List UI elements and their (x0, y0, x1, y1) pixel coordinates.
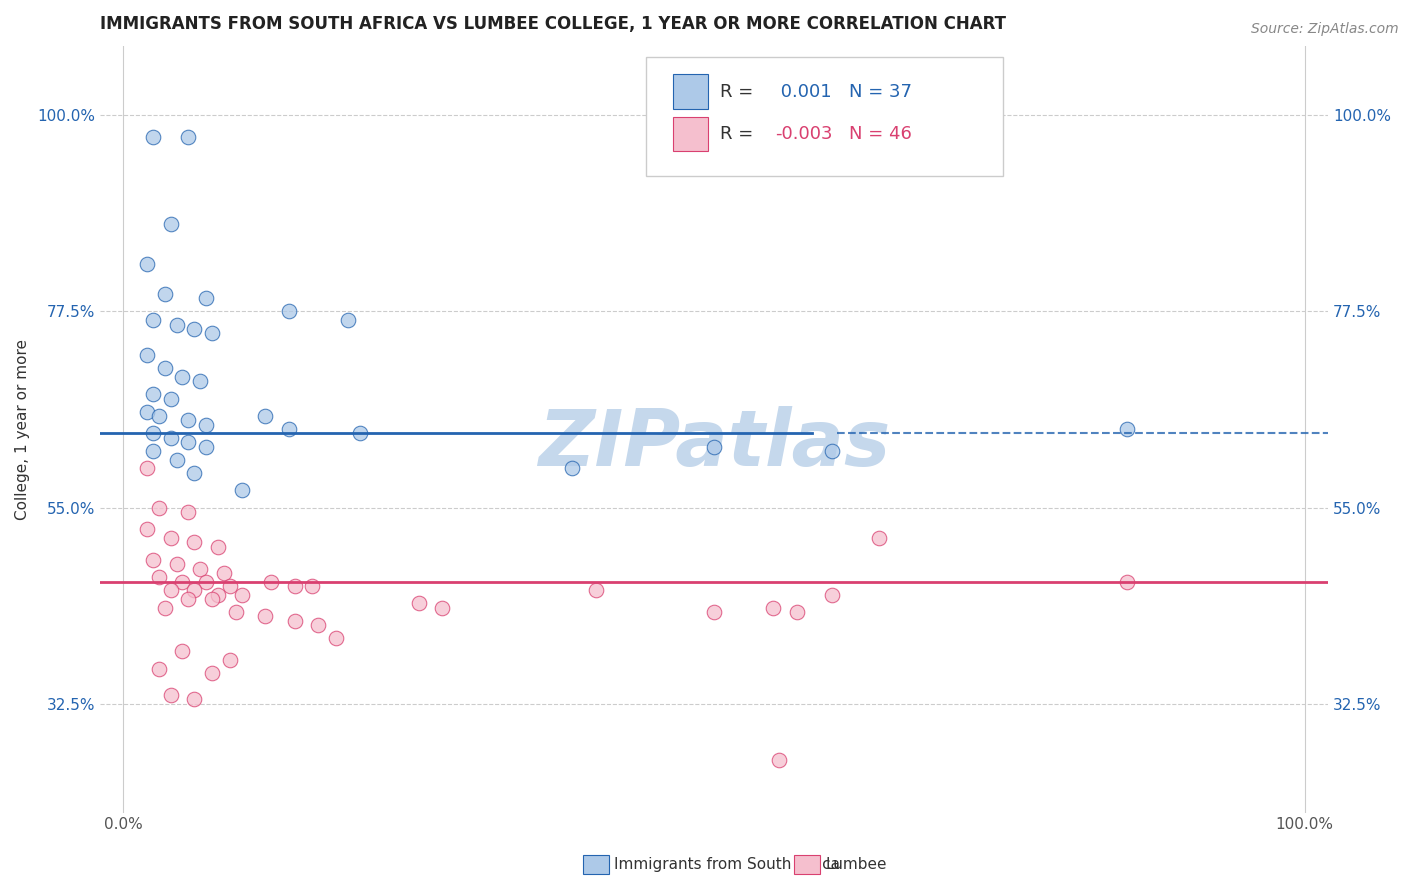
Point (201, 666, 224, 681)
Point (561, 461, 583, 475)
Text: Source: ZipAtlas.com: Source: ZipAtlas.com (1251, 22, 1399, 37)
Point (142, 553, 165, 567)
Point (277, 422, 299, 436)
Point (225, 605, 247, 619)
Point (1116, 422, 1139, 436)
Text: Immigrants from South Africa: Immigrants from South Africa (614, 857, 841, 871)
Point (153, 600, 176, 615)
Point (218, 579, 240, 593)
Point (1116, 574, 1139, 589)
Point (336, 313, 359, 327)
Point (153, 361, 176, 376)
Point (159, 431, 181, 445)
Point (148, 500, 170, 515)
Point (218, 653, 240, 667)
Point (786, 605, 808, 619)
Point (195, 292, 218, 306)
FancyBboxPatch shape (673, 117, 707, 151)
Point (172, 574, 194, 589)
FancyBboxPatch shape (647, 57, 1002, 176)
Point (254, 409, 277, 423)
Point (349, 426, 371, 441)
Point (183, 583, 205, 598)
Point (195, 417, 218, 432)
Point (142, 130, 165, 145)
Point (142, 443, 165, 458)
Point (260, 574, 283, 589)
Point (254, 609, 277, 624)
Text: N = 46: N = 46 (849, 125, 912, 143)
Text: IMMIGRANTS FROM SOUTH AFRICA VS LUMBEE COLLEGE, 1 YEAR OR MORE CORRELATION CHART: IMMIGRANTS FROM SOUTH AFRICA VS LUMBEE C… (100, 15, 1005, 33)
Point (183, 535, 205, 549)
Point (159, 688, 181, 702)
Point (136, 461, 159, 475)
Point (212, 566, 235, 580)
Point (762, 600, 785, 615)
Point (136, 348, 159, 362)
Point (183, 322, 205, 336)
Point (136, 522, 159, 536)
Point (284, 579, 307, 593)
Text: ZIPatlas: ZIPatlas (538, 407, 890, 483)
Point (172, 644, 194, 658)
Point (177, 435, 200, 450)
Text: R =: R = (720, 125, 759, 143)
Point (142, 426, 165, 441)
Text: N = 37: N = 37 (849, 83, 912, 101)
Point (188, 561, 211, 575)
Point (177, 505, 200, 519)
Point (195, 574, 218, 589)
Point (166, 452, 188, 467)
Text: Lumbee: Lumbee (825, 857, 887, 871)
Point (408, 596, 430, 610)
Point (301, 579, 323, 593)
Point (231, 588, 253, 602)
Point (166, 557, 188, 571)
Point (159, 531, 181, 545)
Point (142, 313, 165, 327)
Point (585, 583, 607, 598)
Point (177, 130, 200, 145)
Point (177, 592, 200, 607)
Y-axis label: College, 1 year or more: College, 1 year or more (15, 339, 30, 520)
Point (207, 540, 229, 554)
Point (277, 304, 299, 318)
Point (172, 369, 194, 384)
Point (821, 588, 844, 602)
Point (201, 326, 224, 341)
Point (325, 632, 347, 646)
Point (159, 217, 181, 231)
FancyBboxPatch shape (673, 74, 707, 109)
Point (284, 614, 307, 628)
Point (703, 605, 725, 619)
Point (195, 440, 218, 454)
Point (201, 592, 224, 607)
Point (821, 443, 844, 458)
Text: R =: R = (720, 83, 759, 101)
Point (153, 287, 176, 301)
Point (142, 387, 165, 401)
Text: 0.001: 0.001 (775, 83, 832, 101)
Point (136, 405, 159, 419)
Point (231, 483, 253, 497)
Point (868, 531, 890, 545)
Point (136, 256, 159, 270)
Point (148, 662, 170, 676)
Point (307, 618, 329, 632)
Point (768, 753, 790, 767)
Point (159, 583, 181, 598)
Text: -0.003: -0.003 (775, 125, 832, 143)
Point (188, 374, 211, 388)
Point (166, 318, 188, 332)
Point (183, 466, 205, 480)
Point (159, 392, 181, 406)
Point (432, 600, 454, 615)
Point (703, 440, 725, 454)
Point (148, 409, 170, 423)
Point (148, 570, 170, 584)
Point (183, 692, 205, 706)
Point (177, 413, 200, 427)
Point (207, 588, 229, 602)
